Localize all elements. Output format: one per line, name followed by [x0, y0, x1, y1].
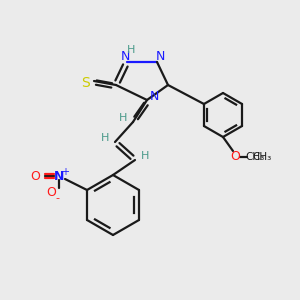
Text: H: H	[119, 113, 127, 123]
Text: H: H	[127, 45, 135, 55]
Text: -: -	[55, 193, 59, 203]
Text: N: N	[54, 169, 64, 182]
Text: H: H	[101, 133, 109, 143]
Text: S: S	[82, 76, 90, 90]
Text: N: N	[155, 50, 165, 64]
Text: N: N	[149, 91, 159, 103]
Text: O: O	[30, 169, 40, 182]
Text: O: O	[46, 185, 56, 199]
Text: O: O	[230, 151, 240, 164]
Text: CH₃: CH₃	[252, 152, 271, 162]
Text: N: N	[120, 50, 130, 64]
Text: H: H	[141, 151, 149, 161]
Text: CH₃: CH₃	[245, 152, 265, 162]
Text: +: +	[61, 167, 69, 177]
